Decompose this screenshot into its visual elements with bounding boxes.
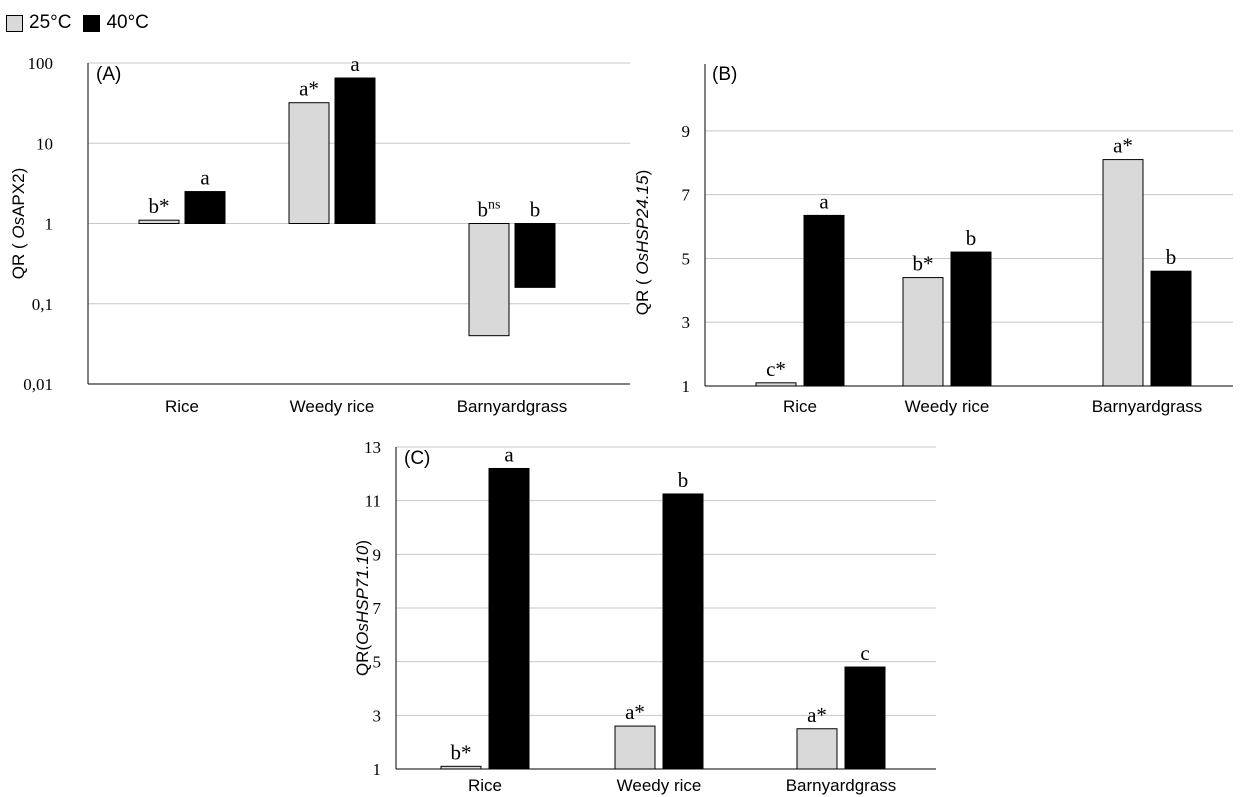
y-tick-label: 1 — [373, 760, 382, 779]
significance-label: a* — [1113, 134, 1133, 158]
legend-label-40c: 40°C — [106, 12, 149, 33]
y-tick-label: 5 — [373, 653, 382, 672]
y-axis-title-prefix: QR ( — [633, 275, 652, 316]
legend-swatch-40c — [83, 14, 101, 32]
y-axis-title-suffix: ) — [633, 170, 652, 176]
y-tick-label: 0,01 — [23, 375, 53, 394]
y-tick-label: 5 — [682, 249, 691, 268]
y-axis-title-gene: Os — [9, 216, 28, 238]
y-tick-label: 13 — [364, 438, 381, 457]
bar-25c-barnyardgrass — [1102, 159, 1144, 387]
bar-40c-barnyardgrass — [844, 666, 886, 770]
significance-label: b* — [149, 194, 170, 218]
y-tick-label: 9 — [373, 545, 382, 564]
bar-40c-rice — [184, 191, 226, 224]
bar-25c-barnyardgrass — [468, 223, 510, 337]
bar-40c-weedy-rice — [334, 77, 376, 224]
y-tick-label: 1 — [45, 215, 54, 234]
x-category-label: Weedy rice — [617, 776, 702, 795]
y-tick-label: 3 — [682, 313, 691, 332]
significance-label: a* — [299, 77, 319, 101]
y-axis-title-prefix: QR ( — [9, 239, 28, 280]
y-tick-label: 1 — [682, 377, 691, 396]
y-tick-label: 11 — [365, 492, 381, 511]
bar-25c-weedy-rice — [288, 102, 330, 224]
significance-ns: ns — [488, 198, 500, 213]
significance-label: b* — [451, 740, 472, 764]
y-tick-label: 9 — [682, 122, 691, 141]
significance-label: a — [200, 166, 210, 190]
x-category-label: Rice — [165, 397, 199, 416]
y-tick-label: 0,1 — [32, 295, 53, 314]
legend-item-40c: 40°C — [83, 12, 149, 34]
bar-40c-weedy-rice — [662, 493, 704, 770]
panel-label: (C) — [404, 448, 430, 469]
significance-label: b — [966, 226, 977, 250]
y-axis-title-gene: OsHSP24.15 — [633, 175, 652, 275]
significance-label: a* — [807, 703, 827, 727]
y-axis-title-suffix: ) — [353, 540, 372, 546]
y-tick-label: 7 — [682, 186, 691, 205]
bar-40c-weedy-rice — [950, 251, 992, 387]
significance-label: c — [860, 641, 869, 665]
legend-item-25c: 25°C — [6, 12, 71, 34]
x-category-label: Barnyardgrass — [786, 776, 897, 795]
y-tick-label: 100 — [28, 54, 54, 73]
x-category-label: Weedy rice — [905, 397, 990, 416]
x-category-label: Barnyardgrass — [457, 397, 568, 416]
significance-label: bns — [478, 198, 501, 222]
panel-label: (A) — [96, 64, 121, 85]
y-tick-label: 7 — [373, 599, 382, 618]
x-category-label: Barnyardgrass — [1092, 397, 1203, 416]
panel-label: (B) — [712, 64, 737, 85]
bar-25c-rice — [138, 219, 180, 225]
y-axis-title: QR(OsHSP71.10) — [353, 540, 372, 676]
bar-40c-barnyardgrass — [514, 223, 556, 288]
significance-label: b — [530, 198, 541, 222]
x-category-label: Rice — [783, 397, 817, 416]
bar-25c-weedy-rice — [902, 277, 944, 387]
significance-letter: b — [478, 198, 489, 222]
y-axis-title: QR ( OsHSP24.15) — [633, 170, 652, 316]
significance-label: b* — [913, 252, 934, 276]
x-category-label: Weedy rice — [290, 397, 375, 416]
bar-25c-weedy-rice — [614, 725, 656, 770]
x-category-label: Rice — [468, 776, 502, 795]
y-axis-title: QR ( OsAPX2) — [9, 168, 28, 279]
legend-label-25c: 25°C — [29, 12, 72, 33]
y-axis-title-prefix: QR( — [353, 645, 372, 677]
bar-25c-rice — [755, 382, 797, 387]
chart-panel-a: 0,01 0,1 1 10 100 (A) QR ( OsAPX2) Rice Weedy ri… — [9, 52, 630, 416]
bar-40c-rice — [488, 467, 530, 770]
significance-label: a — [350, 52, 360, 76]
significance-label: b — [678, 468, 689, 492]
significance-label: a — [504, 442, 514, 466]
y-tick-label: 3 — [373, 706, 382, 725]
y-axis-title-suffix: APX2) — [9, 168, 28, 217]
chart-panel-b: 1 3 5 7 9 (B) QR ( OsHSP24.15) Rice Weedy rice Ba… — [633, 64, 1233, 416]
chart-legend: 25°C 40°C — [6, 6, 161, 40]
significance-label: a* — [625, 700, 645, 724]
bar-25c-barnyardgrass — [796, 728, 838, 770]
significance-label: b — [1166, 245, 1177, 269]
y-axis-title-gene: OsHSP71.10 — [353, 545, 372, 645]
y-tick-label: 10 — [36, 134, 53, 153]
legend-swatch-25c — [6, 14, 23, 32]
bar-40c-rice — [803, 214, 845, 387]
bar-25c-rice — [440, 765, 482, 770]
significance-label: c* — [766, 357, 786, 381]
significance-label: a — [819, 189, 829, 213]
bar-40c-barnyardgrass — [1150, 270, 1192, 387]
